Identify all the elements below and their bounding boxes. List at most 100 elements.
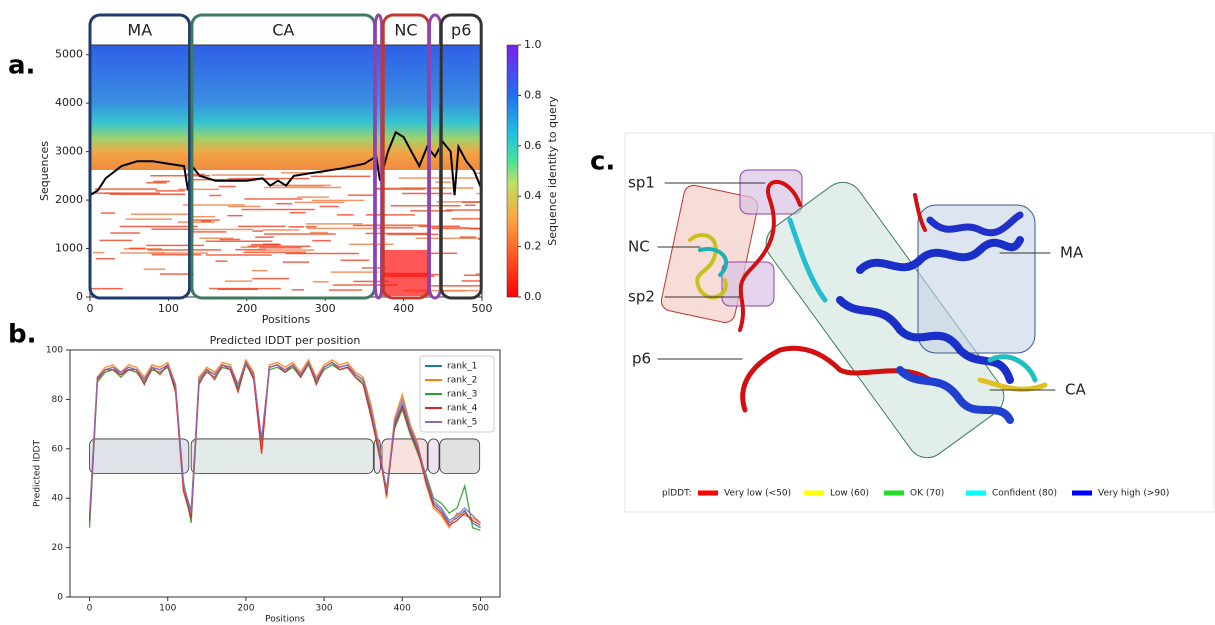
- heatmap-streak: [147, 249, 222, 251]
- y-tick-label: 5000: [55, 48, 83, 61]
- heatmap-streak: [353, 280, 389, 283]
- heatmap-streak: [311, 199, 365, 202]
- heatmap-streak: [219, 238, 241, 241]
- heatmap-streak: [119, 225, 198, 228]
- series-line: [88, 360, 481, 527]
- x-tick-label: 0: [87, 604, 93, 614]
- domain-label: p6: [451, 21, 471, 40]
- heatmap-streak: [91, 192, 161, 194]
- heatmap-streak: [267, 184, 331, 187]
- x-tick-label: 200: [236, 302, 257, 315]
- heatmap-streak: [332, 284, 399, 286]
- heatmap-streak: [225, 280, 253, 282]
- heatmap-streak: [209, 194, 222, 197]
- structure-label: sp1: [628, 174, 655, 192]
- heatmap-streak: [237, 225, 286, 228]
- heatmap-streak: [390, 204, 461, 207]
- heatmap-streak: [205, 240, 273, 242]
- heatmap-streak: [94, 188, 158, 190]
- heatmap-streak: [218, 185, 236, 188]
- heatmap-streak: [131, 213, 190, 215]
- x-tick-label: 100: [158, 302, 179, 315]
- x-tick-label: 200: [237, 604, 254, 614]
- heatmap-streak: [90, 287, 123, 290]
- panel-label: a.: [8, 51, 35, 81]
- heatmap-streak: [252, 277, 290, 280]
- heatmap-streak: [241, 208, 315, 211]
- x-axis-label: Positions: [262, 313, 311, 326]
- heatmap-streak: [347, 194, 375, 196]
- region-box: [427, 438, 440, 474]
- heatmap-streak: [282, 261, 309, 263]
- heatmap-streak: [255, 236, 274, 238]
- heatmap-streak: [306, 227, 380, 230]
- structure-label: NC: [628, 238, 650, 256]
- heatmap-streak: [337, 214, 354, 216]
- heatmap-streak: [445, 209, 482, 211]
- colorbar-tick-label: 0.0: [524, 290, 542, 303]
- legend-label: Confident (80): [992, 489, 1057, 499]
- heatmap-streak: [177, 188, 220, 191]
- heatmap-streak: [430, 252, 457, 255]
- heatmap-streak: [365, 232, 431, 235]
- heatmap-streak: [186, 173, 205, 176]
- heatmap-streak: [150, 252, 208, 254]
- y-tick-label: 3000: [55, 145, 83, 158]
- heatmap-streak: [328, 289, 363, 291]
- heatmap-streak: [93, 251, 105, 254]
- heatmap-streak: [330, 271, 379, 273]
- heatmap-streak: [262, 243, 280, 245]
- heatmap-streak: [415, 237, 482, 240]
- heatmap-streak: [227, 214, 243, 217]
- colorbar: [506, 44, 519, 298]
- y-tick-label: 80: [52, 395, 64, 405]
- heatmap-streak: [228, 205, 261, 208]
- heatmap-streak: [440, 290, 467, 292]
- heatmap-streak: [280, 172, 324, 174]
- x-tick-label: 300: [315, 302, 336, 315]
- heatmap-streak: [215, 260, 228, 262]
- heatmap-streak: [402, 192, 453, 195]
- heatmap-streak: [227, 178, 263, 180]
- heatmap-streak: [461, 280, 482, 282]
- domain-box: [373, 13, 384, 300]
- legend-label: Very high (>90): [1098, 489, 1169, 499]
- heatmap-streak: [387, 233, 439, 236]
- colorbar-tick-label: 0.8: [524, 88, 542, 101]
- y-axis-label: Sequences: [38, 141, 51, 201]
- structure-label: CA: [1065, 381, 1086, 399]
- heatmap-streak: [461, 201, 482, 203]
- y-tick-label: 4000: [55, 96, 83, 109]
- colorbar-tick-label: 0.4: [524, 189, 542, 202]
- heatmap-streak: [251, 177, 310, 180]
- heatmap-streak: [290, 211, 306, 214]
- heatmap-streak: [252, 230, 264, 232]
- heatmap-streak: [427, 285, 482, 287]
- structure-label: MA: [1060, 244, 1084, 262]
- legend-label: Very low (<50): [724, 489, 791, 499]
- legend-label: Low (60): [830, 489, 869, 499]
- heatmap-streak: [312, 281, 329, 283]
- heatmap-streak: [150, 174, 211, 177]
- heatmap-streak: [435, 181, 452, 183]
- heatmap-streak: [109, 193, 186, 195]
- heatmap-dense: [380, 250, 430, 296]
- heatmap-streak: [110, 232, 140, 234]
- heatmap-streak: [187, 219, 220, 221]
- heatmap-streak: [375, 187, 446, 190]
- heatmap-streak: [312, 239, 331, 242]
- heatmap-streak: [349, 243, 394, 246]
- structure-label: sp2: [628, 288, 655, 306]
- domain-label: NC: [394, 21, 417, 40]
- heatmap-streak: [285, 252, 359, 255]
- domain-label: CA: [272, 21, 294, 40]
- heatmap-streak: [296, 196, 329, 198]
- heatmap-streak: [264, 186, 342, 189]
- heatmap-streak: [310, 175, 371, 178]
- x-tick-label: 300: [315, 604, 332, 614]
- legend-title: plDDT:: [662, 489, 692, 499]
- heatmap-streak: [209, 287, 281, 290]
- colorbar-tick-label: 0.2: [524, 240, 542, 253]
